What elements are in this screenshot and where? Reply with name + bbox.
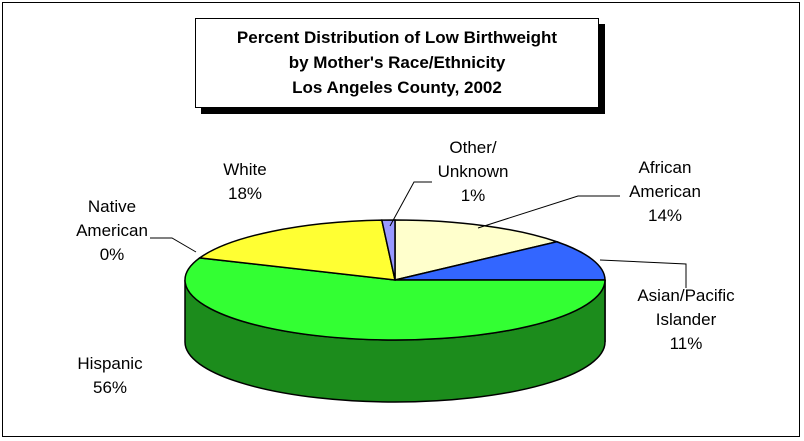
label-value: 56%	[92, 378, 128, 397]
title-line-1: Percent Distribution of Low Birthweight	[236, 28, 558, 47]
label-line: White	[223, 160, 267, 179]
slice-label-native-american: Native American 0%	[62, 195, 162, 267]
pie-slice-asian-pacific-islander	[394, 240, 606, 281]
leader-line-african-american	[477, 195, 620, 229]
label-line: Unknown	[437, 162, 509, 181]
title-line-3: Los Angeles County, 2002	[292, 78, 502, 97]
pie-slice-white	[197, 219, 396, 281]
chart-title: Percent Distribution of Low Birthweight …	[195, 18, 599, 108]
slice-label-hispanic: Hispanic 56%	[55, 352, 165, 400]
slice-label-white: White 18%	[200, 158, 290, 206]
pie-slice-hispanic	[184, 257, 606, 341]
leader-lines	[150, 181, 687, 288]
label-line: Hispanic	[77, 354, 143, 373]
leader-line-other-unknown	[389, 181, 432, 227]
label-line: Islander	[655, 310, 717, 329]
label-line: Native	[87, 197, 137, 216]
slice-label-asian-pacific-islander: Asian/Pacific Islander 11%	[618, 284, 754, 356]
chart-title-box: Percent Distribution of Low Birthweight …	[195, 18, 605, 114]
label-line: American	[629, 182, 701, 201]
slice-label-other-unknown: Other/ Unknown 1%	[418, 136, 528, 208]
label-line: African	[638, 158, 692, 177]
label-line: Other/	[449, 138, 497, 157]
leader-line-asian-pacific	[599, 259, 687, 288]
label-line: Asian/Pacific	[637, 286, 735, 305]
label-line: American	[76, 221, 148, 240]
label-value: 18%	[227, 184, 263, 203]
pie-slice-other-unknown	[380, 219, 396, 281]
title-line-2: by Mother's Race/Ethnicity	[288, 53, 506, 72]
label-value: 0%	[99, 245, 125, 264]
label-value: 1%	[460, 186, 486, 205]
leader-line-native-american	[150, 237, 197, 253]
label-value: 14%	[647, 206, 683, 225]
slice-label-african-american: African American 14%	[610, 156, 720, 228]
label-value: 11%	[669, 334, 703, 353]
pie-top-faces	[184, 219, 606, 341]
